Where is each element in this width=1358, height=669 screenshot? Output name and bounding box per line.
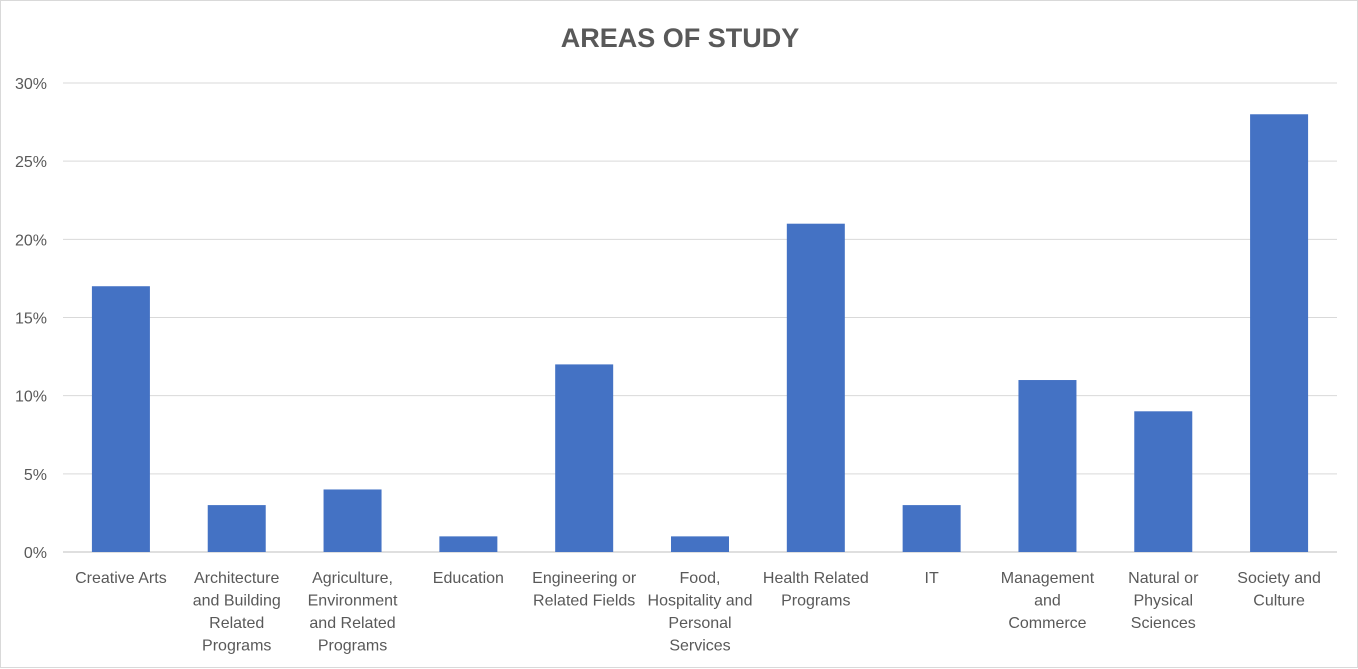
y-tick-label: 15% bbox=[15, 311, 47, 328]
y-tick-label: 10% bbox=[15, 389, 47, 406]
y-axis-ticks: 0% 5% 10% 15% 20% 25% 30% bbox=[15, 76, 47, 562]
x-category-label: IT bbox=[925, 570, 939, 587]
bar bbox=[902, 505, 961, 552]
x-category-label: Management and Commerce bbox=[1001, 570, 1095, 632]
bar bbox=[439, 536, 498, 552]
y-tick-label: 30% bbox=[15, 76, 47, 93]
bar bbox=[1134, 411, 1193, 552]
bar bbox=[555, 364, 614, 552]
gridlines bbox=[63, 82, 1337, 553]
bar bbox=[786, 223, 845, 552]
bar bbox=[1018, 380, 1077, 552]
y-tick-label: 25% bbox=[15, 154, 47, 171]
x-category-label: Society and Culture bbox=[1237, 570, 1321, 610]
bars bbox=[91, 114, 1309, 553]
bar bbox=[91, 286, 150, 552]
x-category-label: Creative Arts bbox=[75, 570, 167, 587]
y-tick-label: 0% bbox=[24, 545, 47, 562]
x-category-label: Health Related Programs bbox=[763, 570, 869, 610]
x-category-label: Food, Hospitality and Personal Services bbox=[648, 570, 753, 655]
bar bbox=[671, 536, 729, 552]
x-category-label: Agriculture, Environment and Related Progra… bbox=[308, 570, 398, 655]
bar bbox=[207, 505, 266, 552]
y-tick-label: 20% bbox=[15, 232, 47, 249]
x-category-label: Natural or Physical Sciences bbox=[1128, 570, 1199, 632]
chart-title: AREAS OF STUDY bbox=[561, 23, 800, 53]
x-category-label: Architecture and Building Related Programs bbox=[193, 570, 281, 655]
bar bbox=[1250, 114, 1309, 553]
x-axis-labels: Creative Arts Architecture and Building Rel… bbox=[75, 570, 1321, 655]
x-category-label: Engineering or Related Fields bbox=[532, 570, 637, 610]
y-tick-label: 5% bbox=[24, 467, 47, 484]
x-category-label: Education bbox=[433, 570, 504, 587]
bar bbox=[323, 489, 382, 552]
